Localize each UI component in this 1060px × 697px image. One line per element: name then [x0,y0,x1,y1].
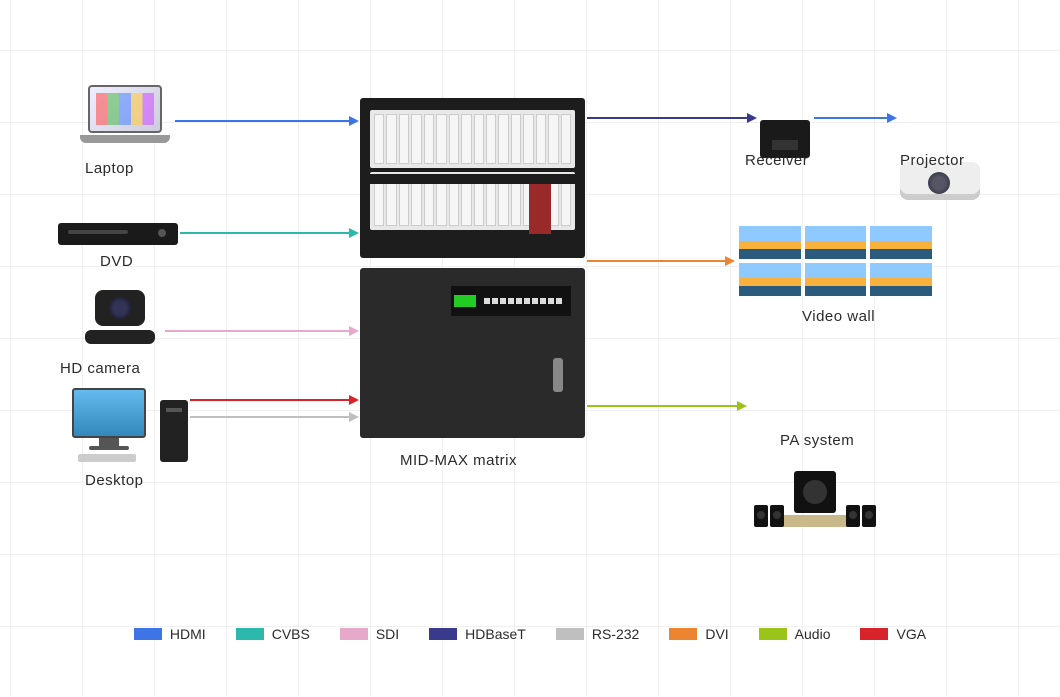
legend-label-rs232: RS-232 [592,626,639,642]
legend-label-vga: VGA [896,626,926,642]
legend-label-cvbs: CVBS [272,626,310,642]
legend-item-hdmi: HDMI [134,626,206,642]
arrow-desktop-to-matrix-vga [190,399,358,401]
legend-item-cvbs: CVBS [236,626,310,642]
arrow-laptop-to-matrix-hdmi [175,120,358,122]
arrow-receiver-to-projector-hdmi [814,117,896,119]
camera-device [80,290,160,350]
projector-label: Projector [900,152,965,169]
arrow-matrix-to-pa-audio [587,405,746,407]
legend-label-hdbaset: HDBaseT [465,626,526,642]
legend-swatch-sdi [340,628,368,640]
legend-label-sdi: SDI [376,626,399,642]
legend-label-audio: Audio [795,626,831,642]
diagram-stage: Laptop DVD HD camera Desktop MID-MAX mat… [0,0,1060,697]
arrow-camera-to-matrix-sdi [165,330,358,332]
videowall-device [738,225,933,297]
legend-swatch-audio [759,628,787,640]
legend-item-audio: Audio [759,626,831,642]
arrow-matrix-to-videowall-dvi [587,260,734,262]
pa-device [750,471,880,531]
receiver-label: Receiver [745,152,808,169]
legend-swatch-rs232 [556,628,584,640]
dvd-label: DVD [100,253,133,270]
desktop-device [72,388,192,468]
legend-swatch-hdmi [134,628,162,640]
legend-swatch-dvi [669,628,697,640]
videowall-label: Video wall [802,308,875,325]
legend-swatch-cvbs [236,628,264,640]
legend-label-dvi: DVI [705,626,728,642]
legend-item-dvi: DVI [669,626,728,642]
matrix-device [360,98,585,438]
legend-item-sdi: SDI [340,626,399,642]
legend-item-hdbaset: HDBaseT [429,626,526,642]
arrow-matrix-to-receiver-hdbaset [587,117,756,119]
legend-item-rs232: RS-232 [556,626,639,642]
pa-label: PA system [780,432,854,449]
dvd-device [58,223,178,245]
legend-item-vga: VGA [860,626,926,642]
arrow-desktop-to-matrix-rs232 [190,416,358,418]
legend-label-hdmi: HDMI [170,626,206,642]
arrow-dvd-to-matrix-cvbs [180,232,358,234]
desktop-label: Desktop [85,472,144,489]
matrix-label: MID-MAX matrix [400,452,517,469]
camera-label: HD camera [60,360,140,377]
laptop-device [80,85,170,145]
legend: HDMI CVBS SDI HDBaseT RS-232 DVI Audio VGA [0,626,1060,642]
legend-swatch-hdbaset [429,628,457,640]
legend-swatch-vga [860,628,888,640]
laptop-label: Laptop [85,160,134,177]
